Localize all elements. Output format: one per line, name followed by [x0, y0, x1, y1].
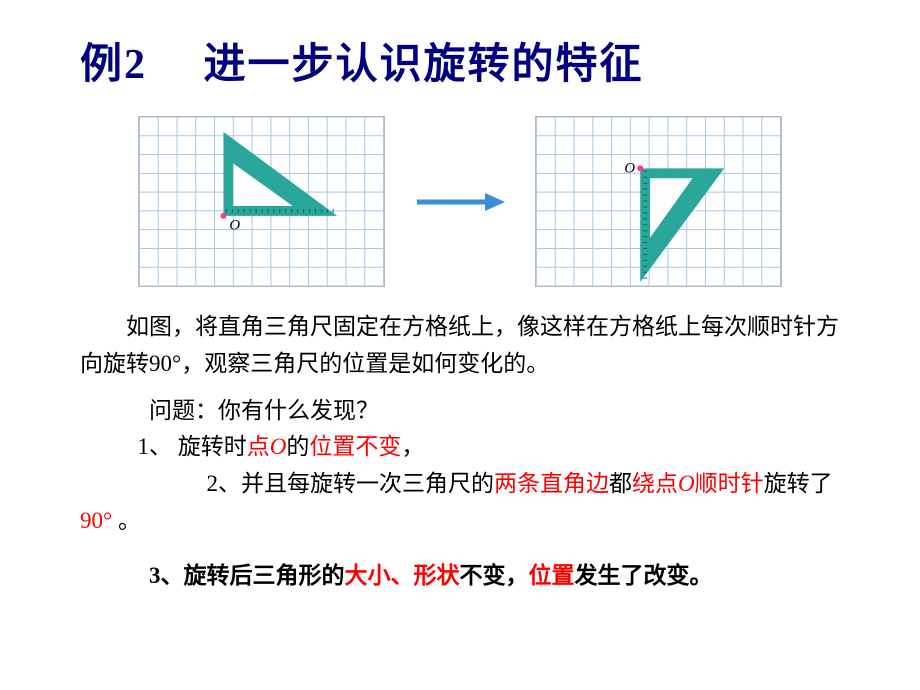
p2-seg-f: 旋转了 [764, 471, 833, 496]
p1-seg-e: ， [401, 434, 424, 459]
p3-seg-b: 大小、形状 [345, 563, 460, 588]
p2-O: O [678, 471, 695, 496]
slide-title: 例2 进一步认识旋转的特征 [0, 0, 920, 91]
arrow-icon [415, 187, 505, 217]
p1-seg-c: 的 [286, 434, 309, 459]
p2-seg-d: 绕点 [632, 471, 678, 496]
grid-left: O [138, 116, 385, 287]
p2-seg-e: 顺时针 [695, 471, 764, 496]
p2-seg-h: 。 [112, 508, 141, 533]
point-3: 3、旋转后三角形的大小、形状不变，位置发生了改变。 [80, 558, 840, 595]
p3-seg-c: 不变， [460, 563, 529, 588]
question-line: 问题：你有什么发现？ [80, 393, 840, 430]
body-text: 如图，将直角三角尺固定在方格纸上，像这样在方格纸上每次顺时针方向旋转90°，观察… [0, 309, 920, 595]
p1-O: O [270, 434, 287, 459]
p1-seg-a: 1、 旋转时 [138, 434, 247, 459]
p2-seg-g: 90° [80, 508, 112, 533]
p2-seg-b: 两条直角边 [494, 471, 609, 496]
diagram-row: O O [0, 116, 920, 287]
point-2: 2、并且每旋转一次三角尺的两条直角边都绕点O顺时针旋转了 90° 。 [80, 466, 840, 540]
grid-right: O [535, 116, 782, 287]
p2-seg-c: 都 [609, 471, 632, 496]
p1-seg-b: 点 [247, 434, 270, 459]
p3-seg-e: 发生了改变。 [575, 563, 713, 588]
point-1: 1、 旋转时点O的位置不变， [80, 429, 840, 466]
p2-seg-a: 2、并且每旋转一次三角尺的 [80, 471, 494, 496]
p3-seg-d: 位置 [529, 563, 575, 588]
p1-seg-d: 位置不变 [309, 434, 401, 459]
paragraph-intro: 如图，将直角三角尺固定在方格纸上，像这样在方格纸上每次顺时针方向旋转90°，观察… [80, 309, 840, 383]
p3-seg-a: 3、旋转后三角形的 [149, 563, 345, 588]
svg-text:O: O [624, 160, 635, 176]
svg-text:O: O [229, 218, 240, 234]
